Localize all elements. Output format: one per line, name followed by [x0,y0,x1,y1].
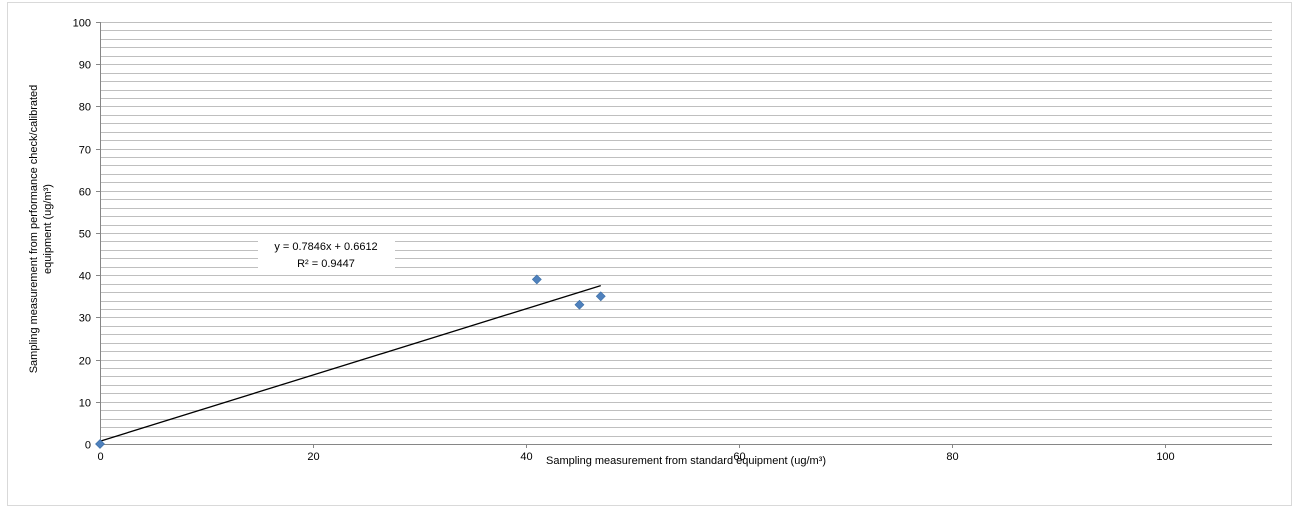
trendline-group [99,284,601,442]
x-axis-label: Sampling measurement from standard equip… [546,455,826,467]
data-point [95,439,105,449]
y-tick-label: 10 [79,398,91,410]
data-point [574,299,585,310]
grid-lines [100,22,1272,437]
x-tick-label: 0 [97,451,103,463]
x-tick-label: 40 [520,451,532,463]
x-tick-label: 100 [1156,451,1174,463]
equation-background [258,236,395,272]
data-point [595,291,606,302]
y-tick-label: 0 [85,440,91,452]
y-axis-label-line2: equipment (ug/m³) [42,184,54,274]
y-tick-labels: 0 10 20 30 40 50 60 70 80 90 100 [73,18,91,452]
y-tick-label: 60 [79,187,91,199]
x-tick-label: 60 [733,451,745,463]
axes [96,22,1272,448]
chart-frame [7,2,1292,506]
trendline [99,284,601,442]
y-tick-label: 20 [79,356,91,368]
y-tick-label: 80 [79,102,91,114]
data-point [531,274,542,285]
y-tick-label: 100 [73,18,91,30]
y-tick-label: 40 [79,271,91,283]
y-tick-label: 50 [79,229,91,241]
y-tick-label: 70 [79,145,91,157]
trendline-r-squared: R² = 0.9447 [297,258,355,270]
trendline-equation: y = 0.7846x + 0.6612 [274,241,377,253]
x-tick-label: 80 [946,451,958,463]
y-axis-label-group: Sampling measurement from performance ch… [28,85,54,374]
trendline-equation-box: y = 0.7846x + 0.6612 R² = 0.9447 [258,236,395,272]
y-tick-label: 90 [79,60,91,72]
y-tick-label: 30 [79,313,91,325]
x-tick-labels: 0 20 40 60 80 100 [97,451,1174,463]
data-points [95,274,606,449]
y-axis-label-line1: Sampling measurement from performance ch… [28,85,40,374]
x-tick-label: 20 [307,451,319,463]
